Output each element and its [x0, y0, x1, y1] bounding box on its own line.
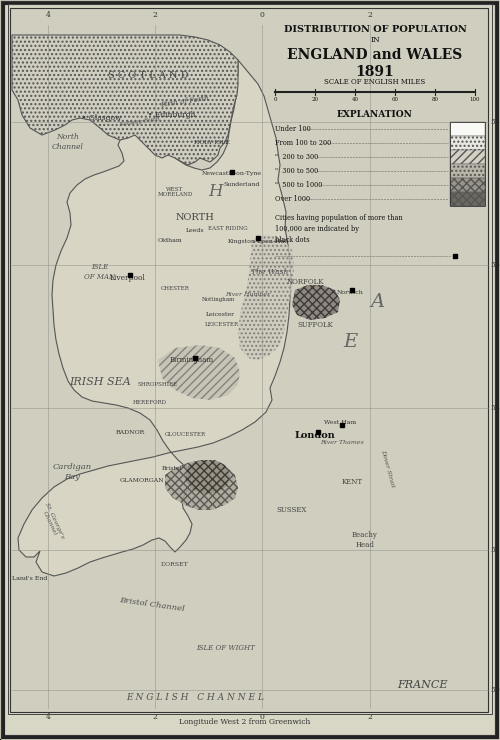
Text: RADNOR: RADNOR — [116, 429, 144, 434]
Text: S C O T L A N D: S C O T L A N D — [108, 70, 188, 79]
Text: 0: 0 — [260, 11, 264, 19]
Text: Cardigan
Bay: Cardigan Bay — [52, 463, 92, 480]
Text: Nottingham: Nottingham — [202, 297, 234, 303]
Text: Norwich: Norwich — [336, 289, 363, 295]
Text: EXPLANATION: EXPLANATION — [337, 110, 413, 119]
Text: 60: 60 — [392, 97, 398, 102]
Text: ISLE
OF MAN: ISLE OF MAN — [84, 263, 116, 280]
Text: From 100 to 200: From 100 to 200 — [275, 139, 331, 147]
Text: 2: 2 — [152, 11, 158, 19]
Bar — [450, 122, 485, 206]
Text: 50: 50 — [490, 686, 500, 694]
Text: • Glasgow: • Glasgow — [82, 114, 122, 122]
Text: Over 1000: Over 1000 — [275, 195, 310, 203]
Text: 4: 4 — [46, 713, 51, 721]
Text: ISLE OF WIGHT: ISLE OF WIGHT — [196, 644, 254, 652]
Polygon shape — [12, 35, 238, 165]
Polygon shape — [165, 460, 238, 510]
Text: 2: 2 — [368, 11, 372, 19]
Text: "  300 to 500: " 300 to 500 — [275, 167, 318, 175]
Text: IN: IN — [370, 36, 380, 44]
Text: Firth of Forth: Firth of Forth — [160, 95, 210, 110]
Text: Liverpool: Liverpool — [110, 274, 146, 282]
Text: H: H — [208, 184, 222, 201]
Text: Bristol Channel: Bristol Channel — [119, 596, 185, 613]
Text: 56: 56 — [490, 261, 500, 269]
Text: IRISH SEA: IRISH SEA — [69, 377, 131, 387]
Text: DORSET: DORSET — [161, 562, 189, 568]
Text: E N G L I S H   C H A N N E L: E N G L I S H C H A N N E L — [126, 693, 264, 702]
Text: 52: 52 — [490, 546, 500, 554]
Text: Under 100: Under 100 — [275, 125, 311, 133]
Bar — [450, 122, 485, 136]
Text: 20: 20 — [312, 97, 318, 102]
Text: Leicester: Leicester — [206, 312, 234, 317]
Text: EAST RIDING: EAST RIDING — [208, 226, 248, 230]
Text: WEST
MORELAND: WEST MORELAND — [158, 186, 192, 198]
Text: Solway Firth: Solway Firth — [120, 117, 160, 127]
Text: 40: 40 — [352, 97, 358, 102]
Text: E: E — [343, 333, 357, 351]
Bar — [450, 164, 485, 178]
Text: CHESTER: CHESTER — [160, 286, 190, 291]
Text: "  500 to 1000: " 500 to 1000 — [275, 181, 322, 189]
Bar — [450, 136, 485, 150]
Bar — [450, 192, 485, 206]
Text: HEREFORD: HEREFORD — [133, 400, 167, 405]
Text: LEICESTER: LEICESTER — [205, 323, 239, 328]
Polygon shape — [292, 285, 340, 320]
Text: River Humber: River Humber — [226, 292, 270, 297]
Text: Longitude West 2 from Greenwich: Longitude West 2 from Greenwich — [180, 718, 310, 726]
Text: River Thames: River Thames — [320, 440, 364, 445]
Text: 1891: 1891 — [356, 65, 395, 79]
Text: North
Channel: North Channel — [52, 133, 84, 151]
Text: Cities having population of more than
100,000 are indicated by
black dots: Cities having population of more than 10… — [275, 214, 403, 244]
Text: 80: 80 — [432, 97, 438, 102]
Bar — [450, 178, 485, 192]
Text: Leeds: Leeds — [186, 227, 204, 232]
Text: Newcastle-on-Tyne: Newcastle-on-Tyne — [202, 172, 262, 177]
Text: KENT: KENT — [342, 478, 362, 486]
Text: SUFFOLK: SUFFOLK — [297, 321, 333, 329]
Text: Dover Strait: Dover Strait — [380, 448, 396, 488]
Text: 58: 58 — [490, 118, 500, 126]
Text: 0: 0 — [273, 97, 277, 102]
Text: 4: 4 — [46, 11, 51, 19]
Text: DISTRIBUTION OF POPULATION: DISTRIBUTION OF POPULATION — [284, 25, 467, 34]
Text: Land's End: Land's End — [12, 576, 48, 580]
Text: • Edinburgh: • Edinburgh — [148, 111, 196, 119]
Text: Sunderland: Sunderland — [224, 183, 260, 187]
Text: West Ham: West Ham — [324, 420, 356, 425]
Text: "  200 to 300: " 200 to 300 — [275, 153, 318, 161]
Polygon shape — [185, 460, 230, 494]
Text: GLAMORGAN: GLAMORGAN — [120, 477, 164, 482]
Text: NORTH: NORTH — [176, 214, 214, 223]
Text: A: A — [371, 293, 385, 311]
Text: Beachy
Head: Beachy Head — [352, 531, 378, 548]
Polygon shape — [238, 235, 294, 360]
Text: 54: 54 — [490, 404, 500, 412]
Text: SUSSEX: SUSSEX — [277, 506, 307, 514]
Text: Oldham: Oldham — [158, 238, 182, 243]
Text: 100: 100 — [470, 97, 480, 102]
Bar — [450, 150, 485, 164]
Text: London: London — [294, 431, 336, 440]
Text: HOLY ISLE: HOLY ISLE — [194, 140, 230, 144]
Text: NORFOLK: NORFOLK — [286, 278, 324, 286]
Text: SHROPSHIRE: SHROPSHIRE — [138, 383, 178, 388]
Polygon shape — [158, 345, 240, 400]
Text: SCALE OF ENGLISH MILES: SCALE OF ENGLISH MILES — [324, 78, 426, 86]
Text: FRANCE: FRANCE — [397, 680, 448, 690]
Text: 0: 0 — [260, 713, 264, 721]
Text: The Wash: The Wash — [252, 268, 288, 276]
Text: St. George's
Channel: St. George's Channel — [39, 502, 65, 542]
Text: Birmingham: Birmingham — [170, 356, 214, 364]
Text: 2: 2 — [152, 713, 158, 721]
Polygon shape — [18, 60, 291, 576]
Text: Kingston-upon-Hull: Kingston-upon-Hull — [228, 240, 288, 244]
Text: Bristol: Bristol — [162, 465, 182, 471]
Text: GLOUCESTER: GLOUCESTER — [164, 432, 205, 437]
Text: 2: 2 — [368, 713, 372, 721]
Text: ENGLAND and WALES: ENGLAND and WALES — [288, 48, 463, 62]
